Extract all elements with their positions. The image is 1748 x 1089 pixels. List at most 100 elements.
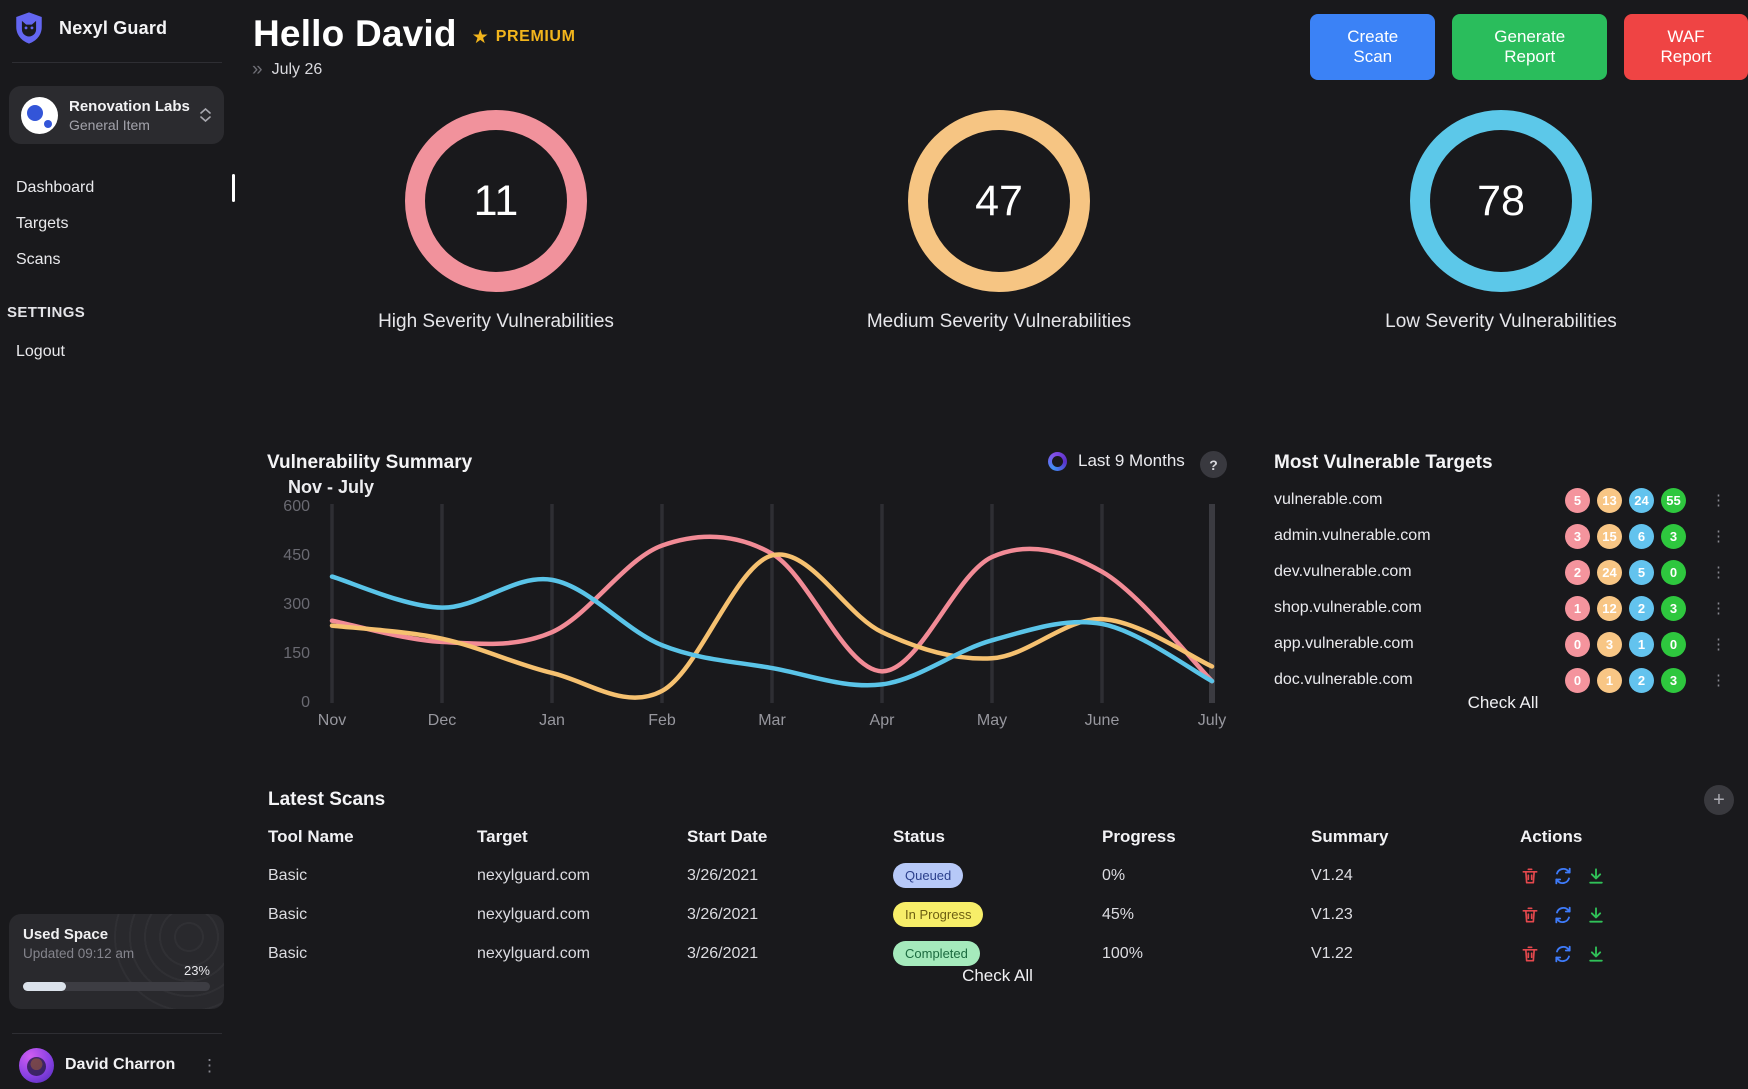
scan-tool-name: Basic <box>268 944 308 962</box>
download-icon[interactable] <box>1586 905 1606 925</box>
x-axis-label: May <box>976 712 1008 729</box>
scan-target: nexylguard.com <box>477 905 590 923</box>
create-scan-button[interactable]: Create Scan <box>1310 14 1436 80</box>
low-count-badge: 24 <box>1629 487 1654 513</box>
sidebar-item-logout[interactable]: Logout <box>16 343 65 360</box>
scan-summary: V1.23 <box>1311 905 1353 923</box>
scan-start-date: 3/26/2021 <box>687 905 759 923</box>
sidebar-item-dashboard[interactable]: Dashboard <box>0 170 236 206</box>
trash-icon[interactable] <box>1520 944 1540 964</box>
high-count-badge: 2 <box>1565 559 1590 585</box>
row-menu-icon[interactable]: ⋮ <box>1711 599 1726 617</box>
target-row: app.vulnerable.com 0 3 1 0 ⋮ <box>1274 626 1734 662</box>
scan-actions <box>1520 866 1734 886</box>
target-domain[interactable]: admin.vulnerable.com <box>1274 527 1431 544</box>
high-severity-label: High Severity Vulnerabilities <box>378 311 614 332</box>
y-axis-tick: 300 <box>283 596 310 613</box>
settings-list: Logout <box>0 334 236 370</box>
column-header-progress: Progress <box>1102 826 1176 846</box>
target-domain[interactable]: shop.vulnerable.com <box>1274 599 1422 616</box>
target-row: dev.vulnerable.com 2 24 5 0 ⋮ <box>1274 554 1734 590</box>
row-menu-icon[interactable]: ⋮ <box>1711 563 1726 581</box>
scan-start-date: 3/26/2021 <box>687 944 759 962</box>
column-header-status: Status <box>893 826 945 846</box>
used-space-updated: Updated 09:12 am <box>23 946 135 961</box>
divider <box>12 62 222 63</box>
workspace-avatar <box>21 96 58 134</box>
refresh-icon[interactable] <box>1553 905 1573 925</box>
generate-report-button[interactable]: Generate Report <box>1452 14 1607 80</box>
refresh-icon[interactable] <box>1553 866 1573 886</box>
user-menu-icon[interactable]: ⋮ <box>201 1055 218 1075</box>
scan-summary: V1.24 <box>1311 866 1353 884</box>
workspace-title: Renovation Labs <box>69 97 190 115</box>
refresh-icon[interactable] <box>1553 944 1573 964</box>
download-icon[interactable] <box>1586 866 1606 886</box>
medium-severity-donut: 47 <box>908 110 1090 292</box>
scan-actions <box>1520 905 1734 925</box>
column-header-summary: Summary <box>1311 826 1389 846</box>
trash-icon[interactable] <box>1520 866 1540 886</box>
target-domain[interactable]: vulnerable.com <box>1274 491 1383 508</box>
chevron-up-down-icon[interactable] <box>198 108 212 122</box>
divider <box>12 1033 222 1034</box>
low-count-badge: 6 <box>1629 523 1654 549</box>
high-severity-donut: 11 <box>405 110 587 292</box>
scan-target: nexylguard.com <box>477 866 590 884</box>
scans-title: Latest Scans <box>268 789 386 810</box>
target-domain[interactable]: dev.vulnerable.com <box>1274 563 1412 580</box>
x-axis-label: Mar <box>758 712 786 729</box>
breadcrumb: » July 26 <box>252 60 322 79</box>
download-icon[interactable] <box>1586 944 1606 964</box>
x-axis-label: Dec <box>427 712 457 729</box>
row-menu-icon[interactable]: ⋮ <box>1711 635 1726 653</box>
medium-severity-label: Medium Severity Vulnerabilities <box>866 311 1132 332</box>
range-selector[interactable]: Last 9 Months <box>1048 451 1185 471</box>
low-count-badge: 2 <box>1629 667 1654 693</box>
page-title: Hello David <box>253 13 457 54</box>
safe-count-badge: 0 <box>1661 631 1686 657</box>
row-menu-icon[interactable]: ⋮ <box>1711 527 1726 545</box>
scans-table: Tool Name Target Start Date Status Progress S… <box>268 817 1734 973</box>
scan-actions <box>1520 944 1734 964</box>
target-row: admin.vulnerable.com 3 15 6 3 ⋮ <box>1274 518 1734 554</box>
active-indicator <box>232 174 235 202</box>
column-header-tool-name: Tool Name <box>268 826 354 846</box>
low-count-badge: 1 <box>1629 631 1654 657</box>
user-avatar[interactable] <box>19 1047 54 1083</box>
chart-subtitle: Nov - July <box>288 477 375 497</box>
status-badge: Completed <box>893 941 980 966</box>
row-menu-icon[interactable]: ⋮ <box>1711 671 1726 689</box>
range-label: Last 9 Months <box>1078 451 1185 470</box>
safe-count-badge: 3 <box>1661 523 1686 549</box>
help-icon[interactable]: ? <box>1200 451 1227 478</box>
x-axis-label: July <box>1197 712 1227 729</box>
high-count-badge: 0 <box>1565 667 1590 693</box>
low-severity-count: 78 <box>1477 176 1525 225</box>
trash-icon[interactable] <box>1520 905 1540 925</box>
date-label: July 26 <box>271 60 323 78</box>
medium-count-badge: 15 <box>1597 523 1622 549</box>
x-axis-label: Feb <box>648 712 676 729</box>
high-count-badge: 1 <box>1565 595 1590 621</box>
workspace-selector[interactable]: Renovation Labs General Item <box>9 86 224 144</box>
waf-report-button[interactable]: WAF Report <box>1624 14 1748 80</box>
radio-ring-icon <box>1048 451 1067 471</box>
scan-progress: 0% <box>1102 866 1126 884</box>
series-line-medium <box>329 552 1215 700</box>
medium-severity-count: 47 <box>975 176 1023 225</box>
targets-check-all-link[interactable]: Check All <box>1467 693 1539 712</box>
add-scan-button[interactable]: + <box>1704 785 1734 815</box>
sidebar-item-targets[interactable]: Targets <box>16 215 69 232</box>
used-space-percent: 23% <box>183 963 210 978</box>
medium-count-badge: 3 <box>1597 631 1622 657</box>
premium-badge: ★ PREMIUM <box>472 26 576 49</box>
vulnerability-chart <box>329 504 1215 703</box>
target-domain[interactable]: app.vulnerable.com <box>1274 635 1414 652</box>
sidebar-item-scans[interactable]: Scans <box>16 251 61 268</box>
target-domain[interactable]: doc.vulnerable.com <box>1274 671 1413 688</box>
star-icon: ★ <box>471 26 489 48</box>
scans-check-all-link[interactable]: Check All <box>962 966 1033 985</box>
used-space-card: Used Space Updated 09:12 am 23% <box>9 914 224 1009</box>
row-menu-icon[interactable]: ⋮ <box>1711 491 1726 509</box>
